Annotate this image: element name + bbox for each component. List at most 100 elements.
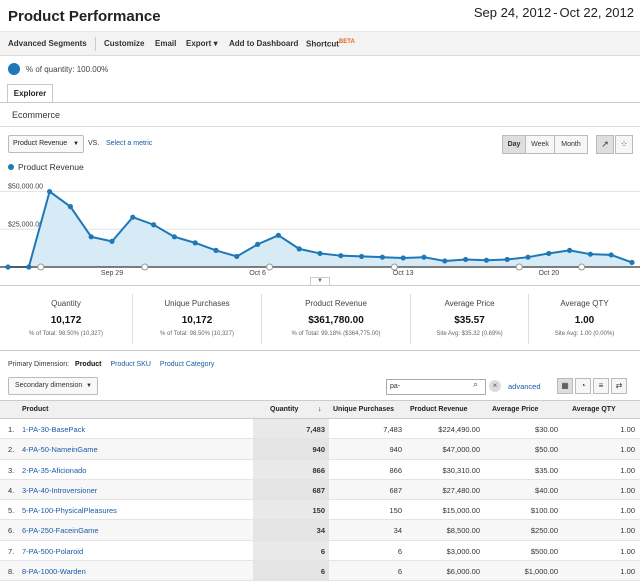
- primary-dimension-label: Primary Dimension:: [8, 361, 70, 368]
- product-link[interactable]: 2-PA-35-Aficionado: [22, 465, 87, 475]
- metric-selector[interactable]: Product Revenue ▼: [8, 135, 84, 153]
- export-label: Export: [186, 39, 212, 48]
- cell-average-price: $100.00: [530, 506, 558, 516]
- table-row[interactable]: 7. 7-PA-500-Polaroid 6 6 $3,000.00 $500.00 1.0…: [0, 540, 640, 562]
- cell-average-price: $40.00: [535, 485, 558, 495]
- cell-average-price: $500.00: [530, 546, 558, 556]
- dimension-product-sku[interactable]: Product SKU: [110, 361, 151, 368]
- chart-legend: Product Revenue: [8, 162, 84, 172]
- scorecard-value: $361,780.00: [308, 315, 364, 326]
- row-index: 4.: [8, 485, 15, 495]
- advanced-segments-button[interactable]: Advanced Segments: [8, 39, 87, 48]
- table-row[interactable]: 5. 5-PA-100-PhysicalPleasures 150 150 $15,00…: [0, 500, 640, 521]
- header-average-price[interactable]: Average Price: [492, 406, 539, 413]
- product-link[interactable]: 1-PA-30-BasePack: [22, 425, 86, 434]
- table-row[interactable]: 1. 1-PA-30-BasePack 7,483 7,483 $224,490.00 $…: [0, 419, 640, 440]
- date-separator: -: [553, 5, 558, 20]
- cell-quantity: 687: [312, 485, 325, 495]
- row-index: 8.: [8, 567, 15, 577]
- metric-selector-value: Product Revenue: [13, 140, 68, 147]
- annotation-marker: [266, 263, 274, 271]
- cell-average-qty: 1.00: [620, 425, 635, 434]
- header-average-qty[interactable]: Average QTY: [572, 406, 616, 413]
- pie-view-icon[interactable]: ◔: [575, 378, 591, 394]
- legend-label: Product Revenue: [18, 162, 84, 172]
- scorecard-quantity[interactable]: Quantity 10,172 % of Total: 98.50% (10,3…: [0, 290, 132, 348]
- data-point: [587, 251, 594, 257]
- segment-indicator: % of quantity: 100.00%: [8, 62, 108, 76]
- week-button[interactable]: Week: [525, 135, 555, 154]
- data-point: [109, 238, 115, 244]
- cell-quantity: 6: [320, 546, 325, 556]
- data-point: [400, 255, 406, 261]
- data-point: [567, 247, 573, 253]
- performance-view-icon[interactable]: ≡: [593, 378, 609, 394]
- shortcut-button[interactable]: ShortcutBETA: [306, 39, 355, 49]
- cell-average-qty: 1.00: [620, 445, 635, 455]
- advanced-filter-link[interactable]: advanced: [508, 382, 541, 391]
- table-row[interactable]: 3. 2-PA-35-Aficionado 866 866 $30,310.00 $35.…: [0, 459, 640, 480]
- cell-unique-purchases: 150: [389, 506, 402, 516]
- cell-average-qty: 1.00: [620, 506, 635, 516]
- dimension-product-category[interactable]: Product Category: [159, 361, 215, 368]
- date-range-picker[interactable]: Sep 24, 2012- Oct 22, 2012: [474, 5, 634, 20]
- cell-average-qty: 1.00: [620, 526, 635, 536]
- table-header: Product Quantity ↓ Unique Purchases Prod…: [0, 400, 640, 419]
- cell-product-revenue: $30,310.00: [442, 465, 480, 475]
- export-button[interactable]: Export ▾: [186, 39, 218, 48]
- header-quantity[interactable]: Quantity: [270, 406, 299, 413]
- tab-explorer[interactable]: Explorer: [7, 84, 53, 103]
- cell-product-revenue: $6,000.00: [446, 567, 480, 577]
- table-view-icon[interactable]: ▦: [557, 378, 573, 394]
- clear-icon[interactable]: ×: [489, 380, 501, 392]
- cell-average-qty: 1.00: [620, 465, 635, 475]
- pivot-view-icon[interactable]: ⇄: [611, 378, 627, 394]
- scorecard-unique-purchases[interactable]: Unique Purchases 10,172 % of Total: 98.5…: [133, 290, 261, 348]
- scorecard-average-price[interactable]: Average Price $35.57 Site Avg: $35.32 (0…: [411, 290, 528, 348]
- header-unique-purchases[interactable]: Unique Purchases: [333, 406, 395, 413]
- page-title: Product Performance: [8, 8, 161, 25]
- product-link[interactable]: 5-PA-100-PhysicalPleasures: [22, 506, 117, 516]
- product-link[interactable]: 8-PA-1000-Warden: [22, 567, 86, 577]
- header-product[interactable]: Product: [22, 406, 49, 413]
- month-button[interactable]: Month: [554, 135, 588, 154]
- line-chart-icon[interactable]: ↗: [596, 135, 614, 154]
- dimension-product[interactable]: Product: [75, 361, 102, 368]
- scorecard-sub: % of Total: 98.50% (10,327): [160, 331, 234, 337]
- search-icon[interactable]: ⌕: [473, 379, 479, 389]
- data-point: [5, 264, 11, 270]
- subtab-ecommerce[interactable]: Ecommerce: [12, 110, 61, 120]
- motion-chart-icon[interactable]: ⁘: [615, 135, 633, 154]
- product-link[interactable]: 4-PA-50-NameinGame: [22, 445, 98, 455]
- select-metric-link[interactable]: Select a metric: [106, 140, 153, 147]
- product-link[interactable]: 7-PA-500-Polaroid: [22, 546, 84, 556]
- collapse-chart-icon[interactable]: ▼: [310, 277, 330, 286]
- table-row[interactable]: 2. 4-PA-50-NameinGame 940 940 $47,000.00 $50.…: [0, 439, 640, 460]
- customize-button[interactable]: Customize: [104, 39, 145, 48]
- table-row[interactable]: 8. 8-PA-1000-Warden 6 6 $6,000.00 $1,000.00 1.…: [0, 561, 640, 582]
- cell-average-price: $30.00: [535, 425, 558, 434]
- data-point: [192, 240, 198, 246]
- data-point: [504, 256, 510, 263]
- product-link[interactable]: 6-PA-250-FaceinGame: [22, 526, 99, 536]
- scorecard-value: 10,172: [50, 315, 82, 326]
- add-to-dashboard-button[interactable]: Add to Dashboard: [229, 39, 299, 48]
- table-row[interactable]: 4. 3-PA-40-Introversioner 687 687 $27,480.00…: [0, 479, 640, 501]
- scorecard-sub: % of Total: 98.50% (10,327): [29, 331, 103, 337]
- row-index: 1.: [8, 425, 15, 434]
- secondary-dimension-select[interactable]: Secondary dimension ▼: [8, 377, 98, 395]
- table-row[interactable]: 6. 6-PA-250-FaceinGame 34 34 $8,500.00 $250.0…: [0, 520, 640, 541]
- day-button[interactable]: Day: [502, 135, 526, 154]
- sorted-column-highlight: [253, 419, 329, 439]
- scorecard-product-revenue[interactable]: Product Revenue $361,780.00 % of Total: …: [262, 290, 410, 348]
- product-link[interactable]: 3-PA-40-Introversioner: [22, 485, 98, 495]
- table-filter-input[interactable]: pa-: [386, 379, 486, 395]
- data-point: [130, 214, 136, 220]
- scorecard-average-qty[interactable]: Average QTY 1.00 Site Avg: 1.00 (0.00%): [529, 290, 640, 348]
- email-button[interactable]: Email: [155, 39, 177, 48]
- data-table: Product Quantity ↓ Unique Purchases Prod…: [0, 400, 640, 582]
- tab-divider: [0, 102, 640, 103]
- toolbar-divider: [95, 37, 96, 51]
- header-product-revenue[interactable]: Product Revenue: [410, 406, 468, 413]
- scorecard-value: $35.57: [454, 315, 485, 326]
